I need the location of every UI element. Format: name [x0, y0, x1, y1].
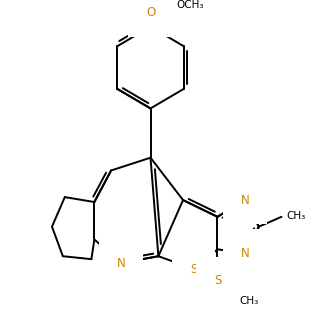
- Text: S: S: [214, 274, 221, 287]
- Text: CH₃: CH₃: [286, 211, 306, 221]
- Text: OCH₃: OCH₃: [176, 0, 204, 10]
- Text: N: N: [117, 257, 125, 269]
- Text: N: N: [241, 247, 250, 260]
- Text: N: N: [241, 194, 250, 207]
- Text: O: O: [146, 6, 155, 19]
- Text: CH₃: CH₃: [239, 296, 259, 305]
- Text: S: S: [190, 262, 197, 276]
